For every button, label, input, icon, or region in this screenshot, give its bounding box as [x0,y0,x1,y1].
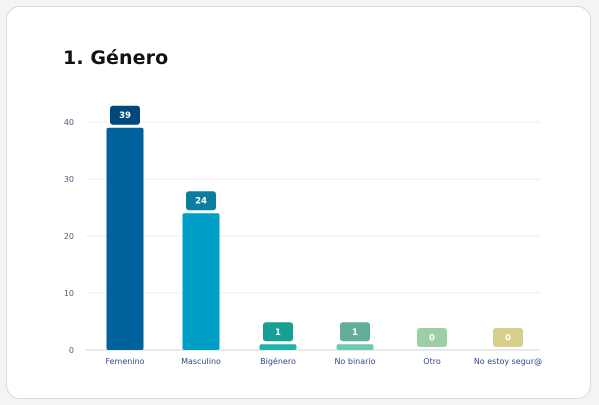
value-label-4: 0 [429,334,435,344]
value-label-5: 0 [505,334,511,344]
y-tick-label: 20 [64,232,74,241]
value-label-box-4 [417,328,447,347]
chart-title: 1. Género [63,47,169,69]
bar-1 [182,213,220,350]
y-tick-label: 10 [64,289,74,298]
category-label-1: Masculino [181,357,221,366]
value-label-box-3 [340,322,370,342]
category-label-4: Otro [423,357,441,366]
bar-2 [259,344,297,350]
bar-0 [106,127,144,350]
category-label-0: Femenino [105,357,144,366]
value-label-box-2 [263,322,293,342]
bar-layer: 39 Femenino 24 Masculino 1 Bigénero 1 No binari… [105,105,542,366]
y-tick-label: 0 [69,346,74,355]
value-label-box-1 [186,191,216,211]
value-label-box-5 [493,328,523,347]
category-label-5: No estoy segur@ [474,357,542,366]
value-label-box-0 [110,105,140,125]
chart-card: 1. Género [6,6,591,399]
value-label-2: 1 [275,328,281,338]
value-label-3: 1 [352,328,358,338]
category-label-2: Bigénero [260,356,296,366]
y-tick-label: 40 [64,118,74,127]
value-label-1: 24 [195,197,207,207]
category-label-3: No binario [334,357,375,366]
bar-3 [336,344,374,350]
y-tick-label: 30 [64,175,74,184]
value-label-0: 39 [119,111,131,121]
